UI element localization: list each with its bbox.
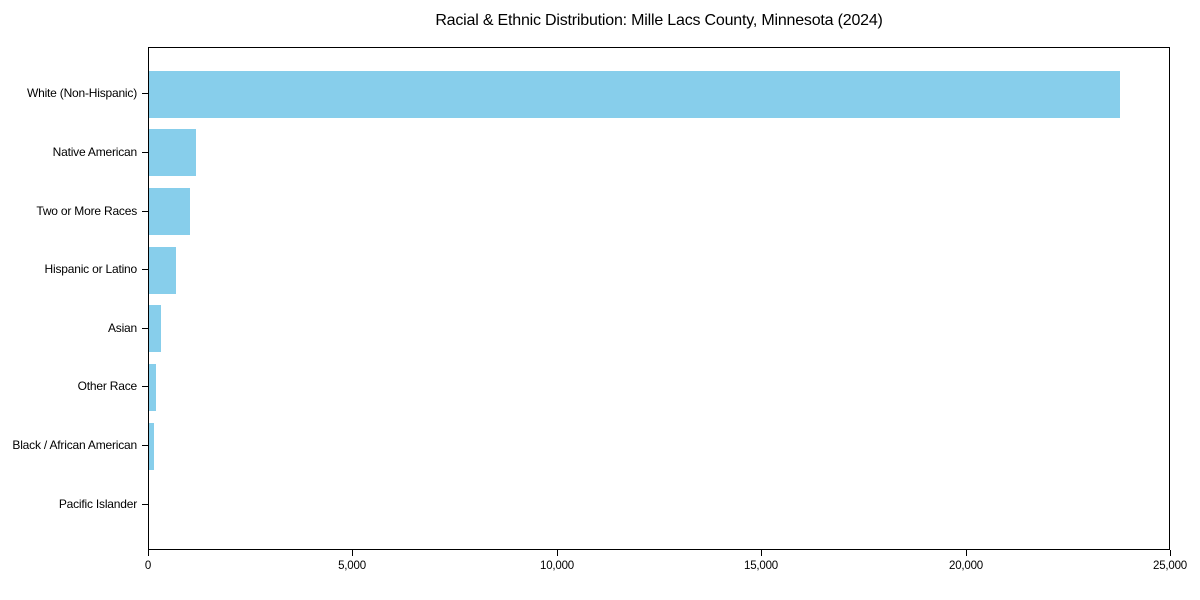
y-tick-mark [142,211,148,212]
y-tick-mark [142,93,148,94]
y-tick-label-black-african-american: Black / African American [12,438,137,452]
x-tick-label-0: 0 [144,560,152,572]
y-tick-mark [142,386,148,387]
bar-asian [149,305,161,352]
bar-other-race [149,364,156,411]
x-tick-mark [761,550,762,556]
x-tick-mark [352,550,353,556]
y-tick-label-white-non-hispanic: White (Non-Hispanic) [26,86,137,100]
bar-two-or-more-races [149,188,190,235]
x-tick-mark [1170,550,1171,556]
y-tick-label-pacific-islander: Pacific Islander [58,497,137,511]
x-tick-label-15-000: 15,000 [744,560,778,572]
y-tick-mark [142,152,148,153]
y-tick-mark [142,504,148,505]
chart-title: Racial & Ethnic Distribution: Mille Lacs… [435,12,883,29]
bar-black-african-american [149,423,154,470]
x-tick-mark [966,550,967,556]
bar-native-american [149,129,196,176]
y-tick-mark [142,445,148,446]
x-tick-mark [557,550,558,556]
plot-area [148,47,1170,550]
y-tick-label-hispanic-or-latino: Hispanic or Latino [44,262,138,276]
x-tick-label-5-000: 5,000 [338,560,366,572]
y-tick-label-two-or-more-races: Two or More Races [36,204,137,218]
y-tick-label-other-race: Other Race [77,379,138,393]
x-tick-label-10-000: 10,000 [540,560,574,572]
y-tick-label-asian: Asian [107,321,137,335]
x-tick-mark [148,550,149,556]
x-tick-label-20-000: 20,000 [949,560,983,572]
bar-white-non-hispanic [149,71,1120,118]
y-tick-mark [142,328,148,329]
x-tick-label-25-000: 25,000 [1153,560,1187,572]
bar-hispanic-or-latino [149,247,176,294]
y-tick-mark [142,269,148,270]
y-tick-label-native-american: Native American [52,145,138,159]
